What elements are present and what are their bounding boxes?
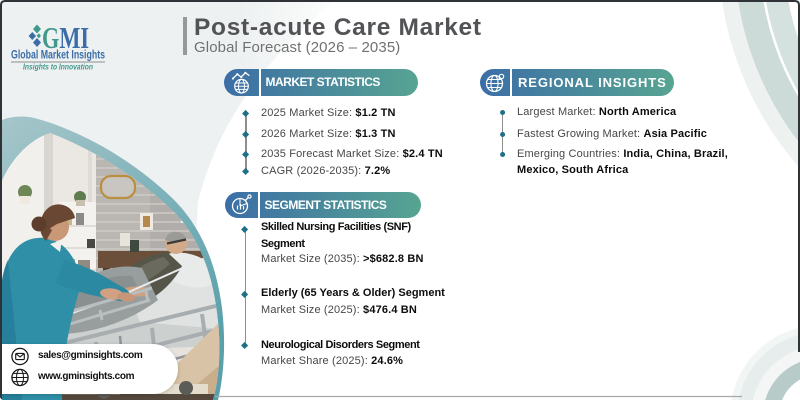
- svg-text:Insights to Innovation: Insights to Innovation: [23, 63, 93, 72]
- svg-text:Global Market Insights: Global Market Insights: [11, 50, 105, 62]
